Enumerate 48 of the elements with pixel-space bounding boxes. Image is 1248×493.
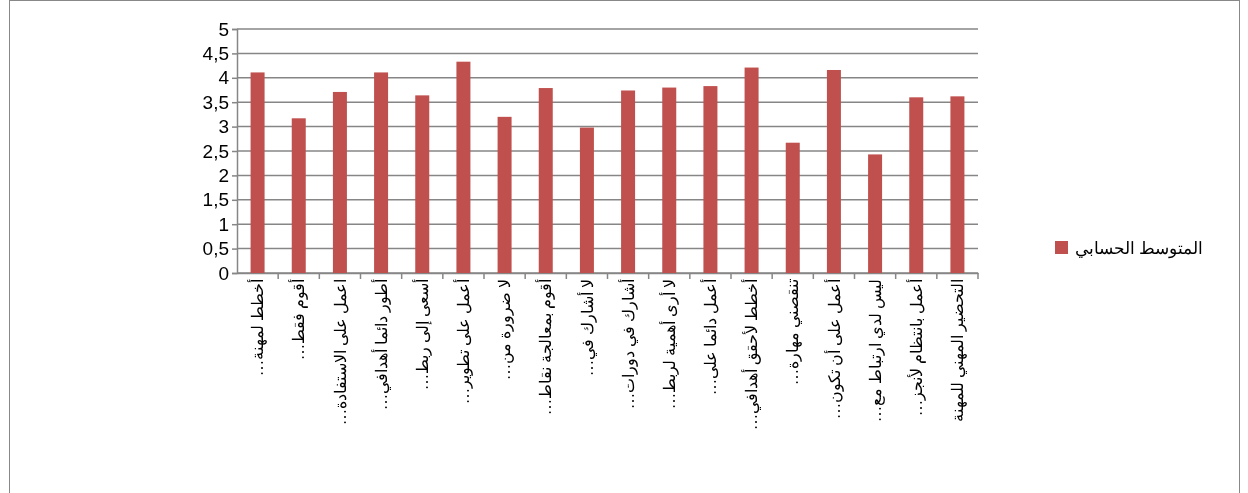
bar bbox=[250, 72, 265, 273]
x-tick-label: لا أرى أهمية لربط… bbox=[658, 279, 679, 409]
y-tick-label: 4 bbox=[218, 67, 230, 89]
bar bbox=[744, 67, 759, 273]
x-tick-label: أعمل على تطوير… bbox=[453, 279, 474, 404]
x-tick-label: أعمل على أن تكون… bbox=[823, 279, 844, 419]
bar bbox=[579, 127, 594, 273]
y-tick-label: 0 bbox=[218, 262, 229, 284]
bar bbox=[909, 97, 924, 273]
bar bbox=[950, 96, 965, 273]
bar bbox=[868, 154, 883, 273]
x-tick-label: اعمل على الاستفادة… bbox=[331, 279, 349, 425]
y-tick-label: 3,5 bbox=[202, 91, 229, 113]
x-tick-label: أطور دائما أهدافي… bbox=[370, 279, 391, 410]
x-tick-label: لا أشارك في… bbox=[576, 279, 597, 376]
x-tick-label: أشارك في دورات… bbox=[617, 279, 638, 409]
y-tick-label: 2,5 bbox=[202, 140, 229, 162]
bar bbox=[621, 90, 636, 273]
x-tick-label: أعمل بانتظام لأنجز… bbox=[905, 279, 926, 416]
x-tick-label: لا ضرورة من… bbox=[496, 279, 515, 380]
bar bbox=[538, 88, 553, 273]
x-tick-label: أسعى إلى ربط… bbox=[411, 279, 432, 390]
bar bbox=[374, 72, 389, 273]
y-tick-label: 1,5 bbox=[202, 189, 229, 211]
legend-label: المتوسط الحسابي bbox=[1075, 238, 1204, 259]
x-tick-label: أخطط لأحقق أهدافي… bbox=[741, 279, 762, 430]
x-tick-label: أعمل دائما على… bbox=[700, 279, 720, 395]
bar bbox=[456, 61, 471, 273]
x-tick-label: ليس لدي ارتباط مع… bbox=[866, 279, 885, 422]
y-tick-label: 4,5 bbox=[202, 42, 229, 64]
bar bbox=[703, 86, 718, 273]
y-tick-label: 0,5 bbox=[202, 238, 229, 260]
x-tick-label: أخطط لمهنة… bbox=[247, 279, 268, 376]
x-tick-label: أقوم بمعالجة نقاط… bbox=[535, 279, 556, 415]
x-tick-label: أقوم فقط… bbox=[288, 279, 309, 360]
bar bbox=[332, 91, 347, 273]
bar bbox=[497, 116, 512, 273]
bar bbox=[415, 95, 430, 273]
y-tick-label: 3 bbox=[218, 116, 229, 138]
bar bbox=[291, 118, 306, 273]
y-tick-label: 5 bbox=[218, 18, 229, 40]
bar bbox=[662, 87, 677, 273]
y-tick-label: 1 bbox=[218, 213, 229, 235]
x-tick-label: تنقصني مهارة… bbox=[784, 279, 803, 385]
y-tick-label: 2 bbox=[218, 164, 229, 186]
bar bbox=[826, 69, 841, 273]
bar bbox=[785, 142, 800, 273]
x-tick-label: التحضير المهني للمهنة bbox=[949, 279, 968, 422]
